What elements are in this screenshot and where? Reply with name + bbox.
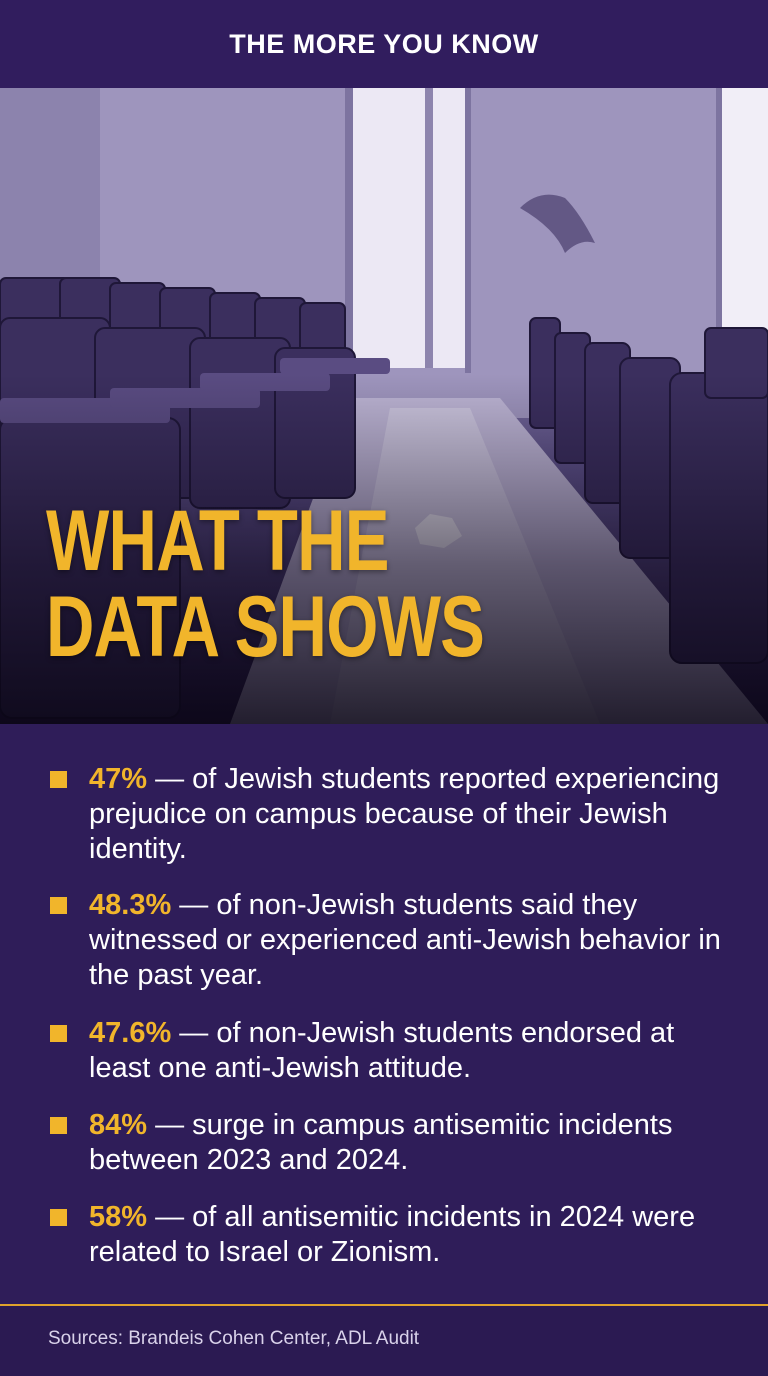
footer: Sources: Brandeis Cohen Center, ADL Audi…: [0, 1306, 768, 1376]
bullet-square-icon: [50, 771, 67, 788]
header-bar: THE MORE YOU KNOW: [0, 0, 768, 88]
bullet-square-icon: [50, 1117, 67, 1134]
stat-percent: 58%: [89, 1201, 148, 1233]
stats-section: 47% — of Jewish students reported experi…: [0, 724, 768, 1304]
stat-text: 58% — of all antisemitic incidents in 20…: [89, 1200, 730, 1270]
stat-description: — surge in campus antisemitic incidents …: [89, 1109, 673, 1176]
stat-percent: 84%: [89, 1109, 148, 1141]
stat-item: 58% — of all antisemitic incidents in 20…: [50, 1200, 730, 1270]
stat-text: 84% — surge in campus antisemitic incide…: [89, 1108, 730, 1178]
stat-percent: 48.3%: [89, 889, 172, 921]
stat-item: 47% — of Jewish students reported experi…: [50, 762, 730, 867]
footer-divider: [0, 1304, 768, 1306]
stat-item: 84% — surge in campus antisemitic incide…: [50, 1108, 730, 1178]
stat-text: 48.3% — of non-Jewish students said they…: [89, 888, 730, 993]
hero-section: WHAT THE DATA SHOWS: [0, 88, 768, 724]
hero-shade: [0, 88, 768, 724]
headline-line-1: WHAT THE: [46, 493, 390, 589]
stat-text: 47% — of Jewish students reported experi…: [89, 762, 730, 867]
stat-item: 47.6% — of non-Jewish students endorsed …: [50, 1016, 730, 1086]
headline-line-2: DATA SHOWS: [46, 579, 485, 675]
stat-text: 47.6% — of non-Jewish students endorsed …: [89, 1016, 730, 1086]
bullet-square-icon: [50, 1025, 67, 1042]
stat-description: — of all antisemitic incidents in 2024 w…: [89, 1201, 696, 1268]
stat-description: — of non-Jewish students said they witne…: [89, 889, 721, 991]
stat-description: — of Jewish students reported experienci…: [89, 763, 720, 865]
stat-percent: 47.6%: [89, 1017, 172, 1049]
header-title: THE MORE YOU KNOW: [229, 28, 539, 59]
sources-text: Sources: Brandeis Cohen Center, ADL Audi…: [48, 1328, 420, 1349]
stat-item: 48.3% — of non-Jewish students said they…: [50, 888, 730, 993]
bullet-square-icon: [50, 897, 67, 914]
headline: WHAT THE DATA SHOWS: [46, 493, 485, 675]
stat-description: — of non-Jewish students endorsed at lea…: [89, 1017, 675, 1084]
stat-percent: 47%: [89, 763, 148, 795]
bullet-square-icon: [50, 1209, 67, 1226]
